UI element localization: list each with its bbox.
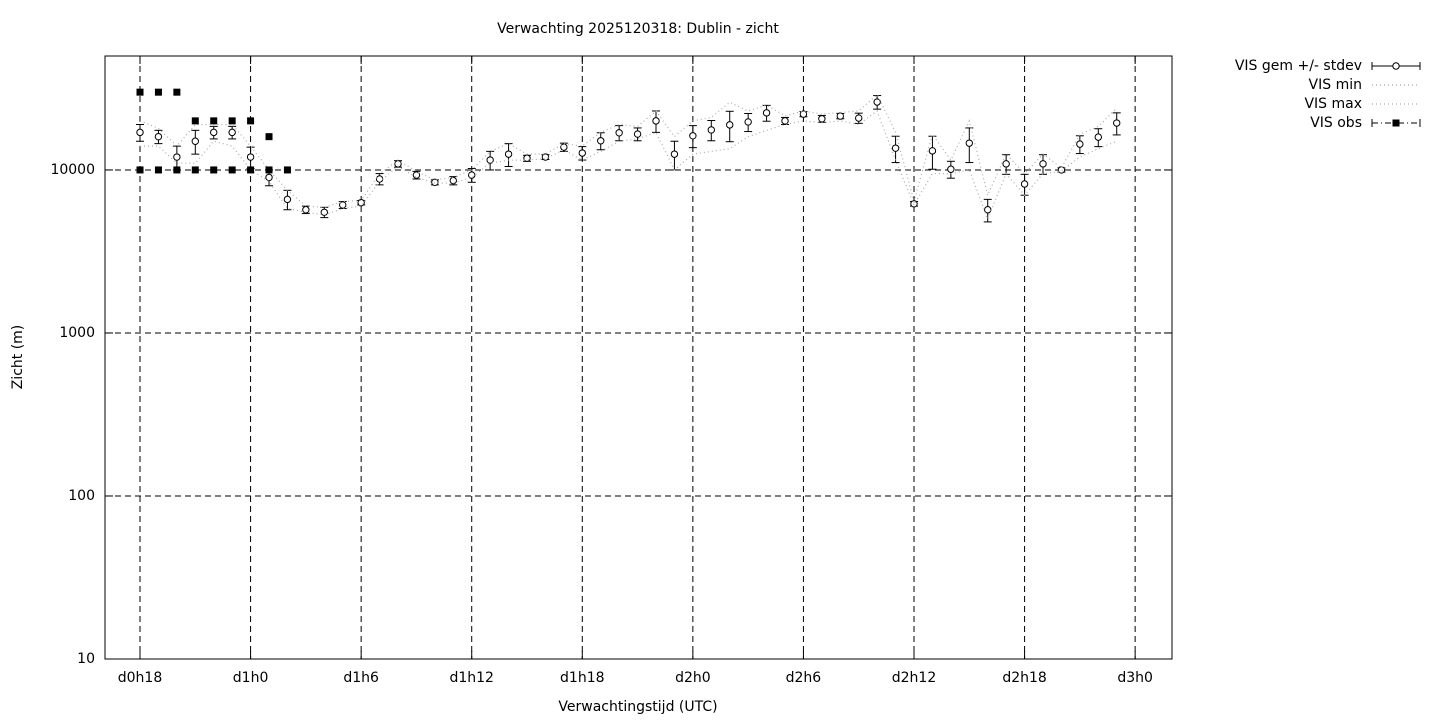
x-tick-label: d0h18 — [118, 670, 162, 686]
mean-point — [173, 153, 181, 161]
obs-point — [191, 117, 199, 125]
mean-point — [228, 128, 236, 137]
mean-point — [431, 178, 439, 186]
mean-point — [265, 173, 273, 182]
x-tick-label: d3h0 — [1117, 670, 1153, 686]
mean-point — [154, 132, 163, 141]
mean-point — [1020, 180, 1029, 188]
mean-point — [1094, 133, 1102, 141]
obs-point — [210, 117, 218, 125]
obs-point — [265, 133, 273, 141]
x-tick-label: d2h6 — [786, 670, 822, 686]
obs-point — [283, 166, 291, 174]
mean-point — [891, 144, 900, 152]
obs-point — [136, 88, 144, 96]
mean-point — [947, 165, 955, 173]
mean-point — [486, 156, 494, 164]
mean-point — [449, 176, 457, 185]
obs-point — [265, 166, 273, 174]
y-tick-label: 10000 — [50, 162, 95, 178]
obs-point — [136, 166, 144, 174]
x-tick-label: d2h18 — [1002, 670, 1046, 686]
mean-point — [633, 130, 642, 138]
mean-point — [928, 147, 937, 155]
legend-label: VIS max — [1304, 96, 1362, 112]
mean-point — [1057, 166, 1066, 174]
x-tick-label: d1h0 — [233, 670, 269, 686]
obs-point — [154, 166, 162, 174]
x-tick-label: d2h12 — [892, 670, 936, 686]
mean-point — [689, 132, 697, 140]
mean-point — [136, 128, 144, 137]
obs-point — [247, 166, 255, 174]
mean-point — [560, 143, 568, 151]
y-axis-label: Zicht (m) — [10, 325, 26, 390]
mean-point — [873, 98, 881, 106]
obs-point — [191, 166, 199, 174]
mean-point — [836, 112, 844, 120]
mean-point — [707, 126, 715, 134]
legend-label: VIS obs — [1310, 115, 1362, 131]
obs-point — [173, 166, 181, 174]
legend-label: VIS gem +/- stdev — [1235, 58, 1362, 74]
mean-point — [246, 153, 255, 161]
x-axis-label: Verwachtingstijd (UTC) — [558, 699, 717, 715]
obs-point — [210, 166, 218, 174]
mean-point — [210, 128, 218, 137]
mean-point — [191, 137, 199, 145]
x-tick-label: d1h18 — [560, 670, 604, 686]
mean-point — [578, 149, 586, 157]
mean-point — [283, 195, 292, 204]
obs-point — [228, 117, 236, 125]
mean-point — [1076, 140, 1084, 148]
y-tick-label: 10 — [77, 651, 95, 667]
obs-point — [154, 88, 162, 96]
obs-point — [173, 88, 181, 96]
legend-swatch — [1392, 62, 1400, 70]
mean-point — [615, 129, 623, 137]
mean-point — [744, 118, 752, 126]
y-tick-label: 1000 — [59, 325, 95, 341]
mean-point — [762, 109, 771, 117]
mean-point — [357, 198, 365, 207]
mean-point — [781, 117, 789, 125]
mean-point — [818, 115, 826, 123]
mean-point — [855, 114, 863, 122]
plot-frame — [104, 55, 1173, 660]
legend-label: VIS min — [1309, 77, 1362, 93]
mean-point — [984, 206, 992, 214]
mean-point — [1039, 160, 1047, 168]
mean-point — [652, 117, 660, 125]
legend-swatch — [1392, 119, 1400, 127]
mean-point — [1002, 160, 1010, 168]
obs-point — [247, 117, 255, 125]
mean-point — [504, 150, 513, 158]
mean-point — [1113, 119, 1121, 127]
mean-point — [597, 137, 605, 145]
mean-point — [339, 201, 347, 209]
mean-point — [302, 206, 310, 214]
mean-point — [468, 171, 476, 179]
range-line — [139, 93, 1118, 208]
x-tick-label: d1h12 — [449, 670, 493, 686]
mean-point — [726, 121, 734, 129]
x-tick-label: d1h6 — [343, 670, 379, 686]
mean-point — [670, 150, 679, 158]
mean-point — [965, 139, 973, 147]
y-tick-label: 100 — [68, 488, 95, 504]
obs-point — [228, 166, 236, 174]
chart-title: Verwachting 2025120318: Dublin - zicht — [497, 21, 779, 37]
x-tick-label: d2h0 — [675, 670, 711, 686]
mean-point — [799, 110, 808, 118]
mean-point — [320, 208, 328, 216]
